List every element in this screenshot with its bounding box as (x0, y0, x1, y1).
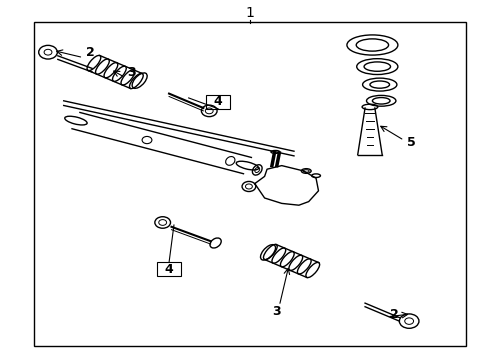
Bar (34, 22, 465, 346)
Text: 2: 2 (86, 46, 95, 59)
Bar (206, 95, 230, 109)
Text: 4: 4 (214, 95, 222, 108)
Bar (157, 262, 181, 276)
Text: 3: 3 (272, 305, 281, 318)
Text: 1: 1 (245, 6, 254, 19)
Text: 3: 3 (127, 66, 136, 78)
Text: 4: 4 (165, 263, 173, 276)
Text: 5: 5 (407, 136, 416, 149)
Text: 2: 2 (390, 309, 398, 321)
